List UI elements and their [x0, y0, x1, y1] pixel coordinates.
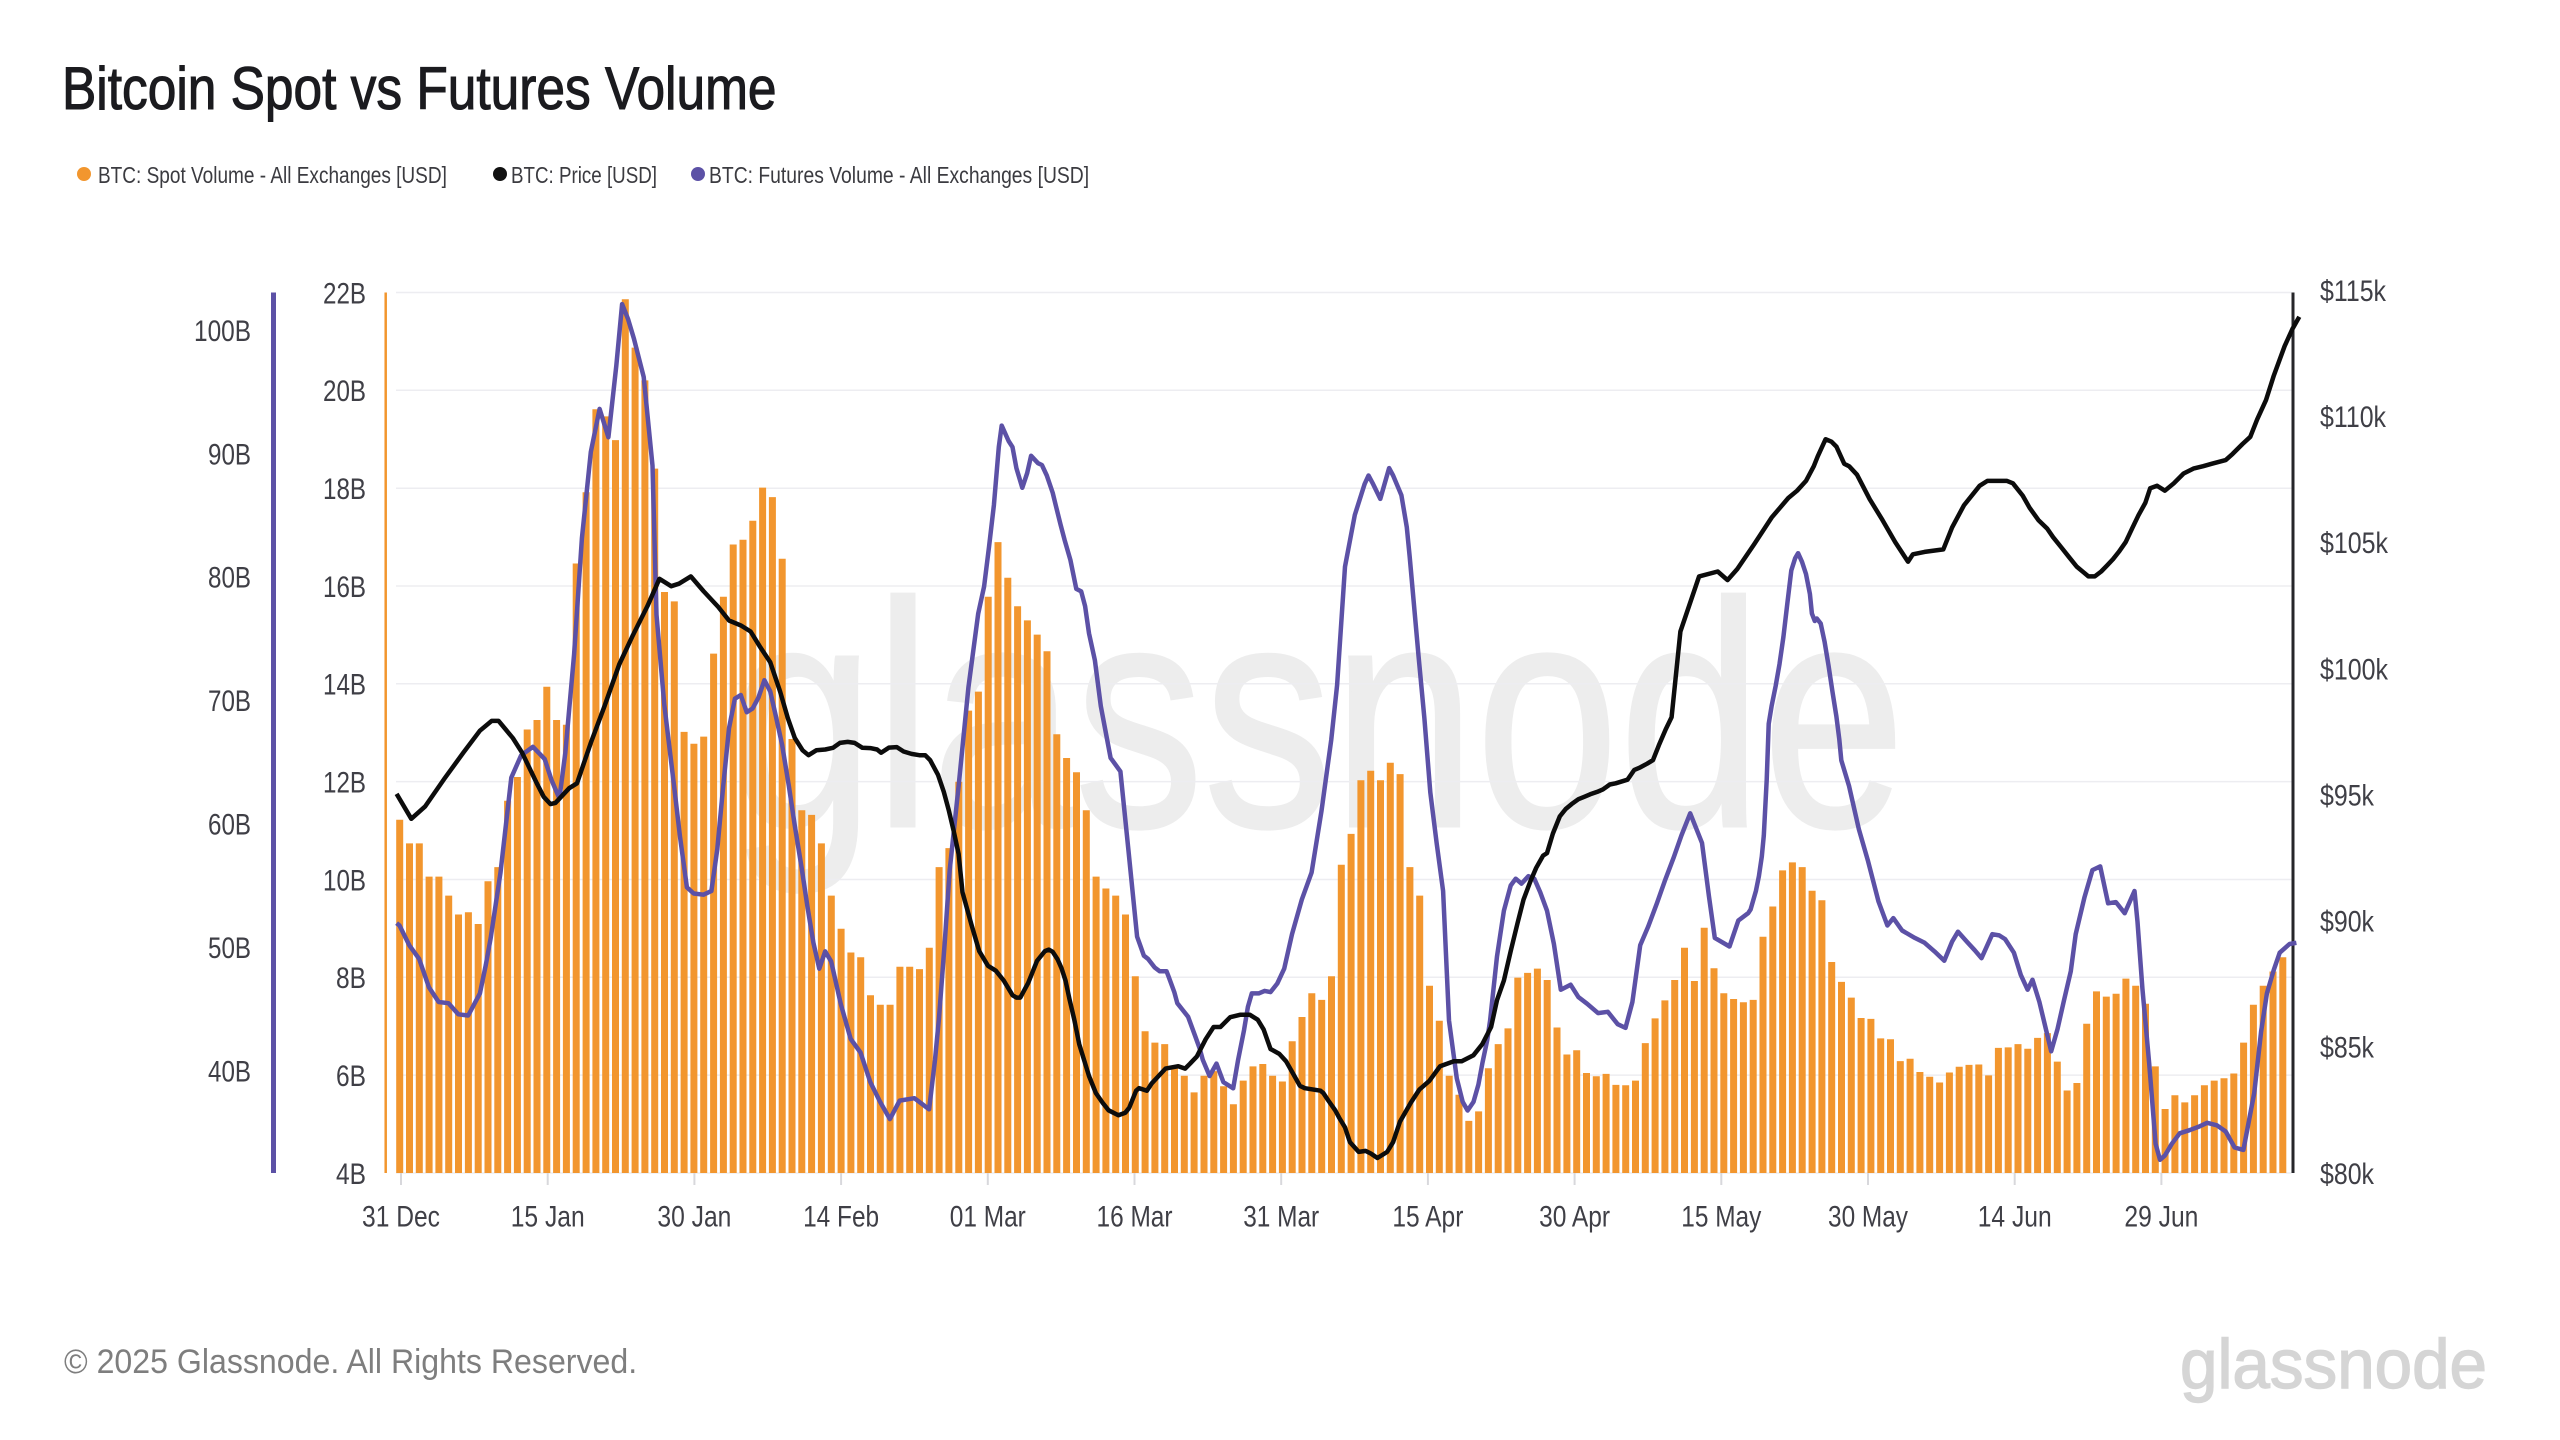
svg-text:15 Apr: 15 Apr: [1392, 1201, 1463, 1234]
svg-text:$80k: $80k: [2320, 1158, 2375, 1191]
svg-text:14 Jun: 14 Jun: [1978, 1201, 2052, 1234]
svg-text:14B: 14B: [323, 669, 366, 702]
svg-text:30 Apr: 30 Apr: [1539, 1201, 1610, 1234]
svg-text:14 Feb: 14 Feb: [803, 1201, 879, 1234]
svg-text:4B: 4B: [336, 1158, 366, 1191]
svg-text:29 Jun: 29 Jun: [2124, 1201, 2198, 1234]
svg-text:8B: 8B: [336, 962, 366, 995]
svg-text:50B: 50B: [208, 932, 251, 965]
svg-text:31 Mar: 31 Mar: [1243, 1201, 1319, 1234]
svg-text:$100k: $100k: [2320, 653, 2389, 686]
svg-text:01 Mar: 01 Mar: [950, 1201, 1026, 1234]
svg-text:70B: 70B: [208, 685, 251, 718]
svg-text:$95k: $95k: [2320, 780, 2375, 813]
svg-text:30 May: 30 May: [1828, 1201, 1908, 1234]
svg-text:15 May: 15 May: [1681, 1201, 1761, 1234]
svg-text:18B: 18B: [323, 473, 366, 506]
svg-text:12B: 12B: [323, 767, 366, 800]
svg-text:100B: 100B: [194, 315, 251, 348]
svg-text:80B: 80B: [208, 562, 251, 595]
svg-text:30 Jan: 30 Jan: [657, 1201, 731, 1234]
svg-text:16 Mar: 16 Mar: [1097, 1201, 1173, 1234]
svg-text:22B: 22B: [323, 277, 366, 310]
svg-text:$105k: $105k: [2320, 527, 2389, 560]
svg-text:40B: 40B: [208, 1055, 251, 1088]
svg-text:20B: 20B: [323, 375, 366, 408]
svg-text:16B: 16B: [323, 571, 366, 604]
svg-text:6B: 6B: [336, 1060, 366, 1093]
svg-text:31 Dec: 31 Dec: [362, 1201, 440, 1234]
svg-text:60B: 60B: [208, 809, 251, 842]
svg-text:$90k: $90k: [2320, 906, 2375, 939]
svg-text:10B: 10B: [323, 864, 366, 897]
svg-text:$110k: $110k: [2320, 401, 2387, 434]
svg-text:$85k: $85k: [2320, 1032, 2375, 1065]
svg-text:90B: 90B: [208, 438, 251, 471]
svg-text:$115k: $115k: [2320, 275, 2387, 308]
svg-text:15 Jan: 15 Jan: [511, 1201, 585, 1234]
